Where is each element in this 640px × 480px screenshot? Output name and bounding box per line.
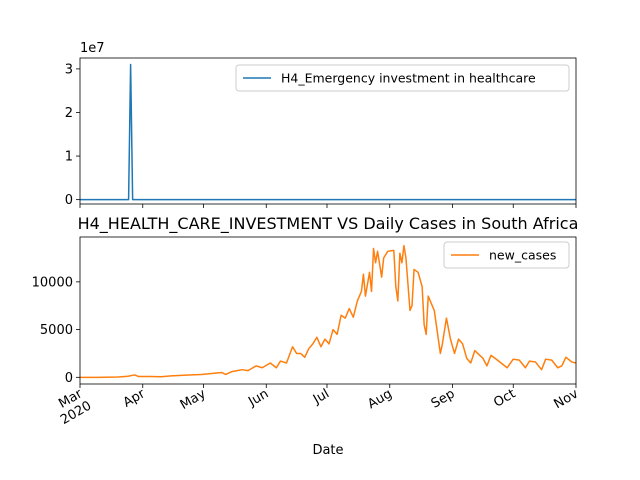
top-x-axis xyxy=(79,204,577,208)
bottom-x-tick-label: Jul xyxy=(310,386,332,407)
bottom-axes-frame xyxy=(79,236,577,385)
top-legend-label: H4_Emergency investment in healthcare xyxy=(281,71,536,86)
top-y-tick-label: 0 xyxy=(65,193,73,208)
bottom-y-tick-label: 10000 xyxy=(32,275,73,290)
bottom-x-axis-label: Date xyxy=(312,443,343,458)
top-subplot: 0 1 2 3 1e7 H4_Emergency investment in heal… xyxy=(65,41,577,208)
top-y-tick-label: 1 xyxy=(65,150,73,165)
bottom-y-axis: 0 5000 10000 xyxy=(32,275,80,386)
top-y-tick-label: 3 xyxy=(65,62,73,77)
top-legend-box xyxy=(235,64,570,92)
bottom-plot-area xyxy=(80,244,577,379)
bottom-series-line-new-cases xyxy=(80,244,577,379)
bottom-x-tick-month: Jul xyxy=(310,386,332,407)
top-legend: H4_Emergency investment in healthcare xyxy=(235,64,570,92)
top-y-offset-label: 1e7 xyxy=(80,41,105,56)
top-y-axis: 0 1 2 3 xyxy=(65,62,80,208)
top-plot-area xyxy=(80,63,576,201)
top-y-tick-label: 2 xyxy=(65,106,73,121)
bottom-subplot: H4_HEALTH_CARE_INVESTMENT VS Daily Cases… xyxy=(32,214,582,458)
bottom-legend: new_cases xyxy=(443,241,570,269)
bottom-chart-title: H4_HEALTH_CARE_INVESTMENT VS Daily Cases… xyxy=(78,214,579,234)
bottom-y-tick-label: 5000 xyxy=(40,323,73,338)
bottom-y-tick-label: 0 xyxy=(65,371,73,386)
top-series-line-h4-emergency-investment-in-healthcare xyxy=(80,63,576,201)
bottom-legend-label: new_cases xyxy=(489,248,556,263)
bottom-legend-box xyxy=(443,241,570,269)
top-axes-frame xyxy=(79,57,577,205)
